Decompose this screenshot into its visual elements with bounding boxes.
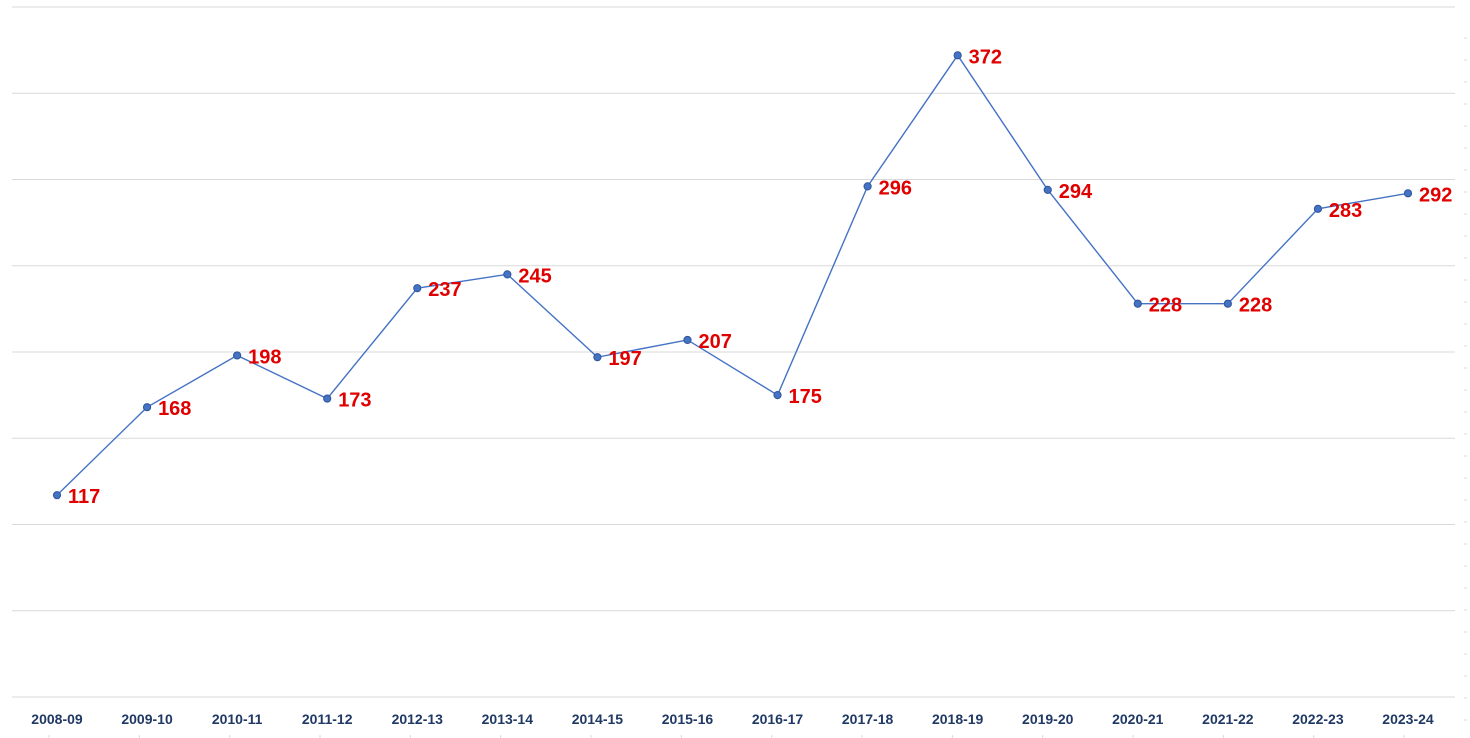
x-tick-label-2020-21: 2020-21 — [1112, 711, 1164, 727]
data-point-2016-17 — [773, 391, 782, 400]
data-point-2020-21 — [1133, 299, 1142, 308]
gridlines — [12, 6, 1455, 698]
data-point-2013-14 — [503, 270, 512, 279]
x-tick-label-2015-16: 2015-16 — [662, 711, 714, 727]
data-label-2023-24: 292 — [1419, 184, 1452, 206]
series-line — [56, 54, 1409, 496]
data-label-2008-09: 117 — [68, 486, 100, 508]
data-label-2021-22: 228 — [1239, 295, 1272, 317]
data-point-2015-16 — [683, 335, 692, 345]
data-point-2009-10 — [142, 403, 152, 412]
data-label-2013-14: 245 — [518, 265, 551, 287]
data-labels: 117 168 198 173 237 245 197 207 175 296 372 294 228 2… — [68, 46, 1452, 508]
data-label-2018-19: 372 — [969, 46, 1002, 68]
x-tick-label-2019-20: 2019-20 — [1022, 711, 1074, 727]
x-axis-tick-labels: 2008-09 2009-10 2010-11 2011-12 2012-13 2013-… — [31, 711, 1434, 727]
x-tick-label-2013-14: 2013-14 — [482, 711, 534, 727]
x-tick-label-2008-09: 2008-09 — [31, 711, 83, 727]
data-label-2019-20: 294 — [1059, 181, 1093, 203]
data-point-2011-12 — [323, 394, 332, 403]
x-tick-label-2022-23: 2022-23 — [1292, 711, 1344, 727]
x-tick-label-2021-22: 2021-22 — [1202, 711, 1254, 727]
x-tick-label-2010-11: 2010-11 — [212, 711, 263, 727]
data-label-2010-11: 198 — [248, 346, 281, 368]
data-label-2011-12: 173 — [338, 390, 371, 412]
data-point-2021-22 — [1223, 299, 1232, 308]
x-tick-label-2023-24: 2023-24 — [1382, 711, 1434, 727]
data-point-2018-19 — [953, 51, 962, 60]
data-label-2014-15: 197 — [608, 348, 641, 370]
data-label-2015-16: 207 — [698, 331, 731, 353]
data-label-2009-10: 168 — [158, 398, 191, 420]
data-point-2012-13 — [413, 284, 422, 293]
data-label-2020-21: 228 — [1149, 295, 1182, 317]
data-point-2019-20 — [1043, 185, 1052, 194]
x-tick-label-2018-19: 2018-19 — [932, 711, 984, 727]
data-label-2016-17: 175 — [789, 386, 822, 408]
data-label-2012-13: 237 — [428, 279, 461, 301]
data-point-2014-15 — [593, 353, 602, 362]
x-tick-label-2012-13: 2012-13 — [392, 711, 444, 727]
data-label-2022-23: 283 — [1329, 200, 1362, 222]
data-point-2017-18 — [863, 182, 872, 191]
data-point-2023-24 — [1403, 189, 1413, 198]
data-label-2017-18: 296 — [879, 177, 912, 199]
x-tick-label-2011-12: 2011-12 — [302, 711, 353, 727]
right-edge-ticks — [1464, 37, 1467, 721]
data-point-2022-23 — [1313, 204, 1323, 213]
data-point-2010-11 — [233, 351, 242, 360]
x-tick-label-2009-10: 2009-10 — [121, 711, 173, 727]
x-tick-label-2014-15: 2014-15 — [572, 711, 624, 727]
data-points — [52, 51, 1413, 500]
data-point-2008-09 — [52, 491, 62, 500]
x-tick-label-2017-18: 2017-18 — [842, 711, 894, 727]
x-tick-label-2016-17: 2016-17 — [752, 711, 804, 727]
